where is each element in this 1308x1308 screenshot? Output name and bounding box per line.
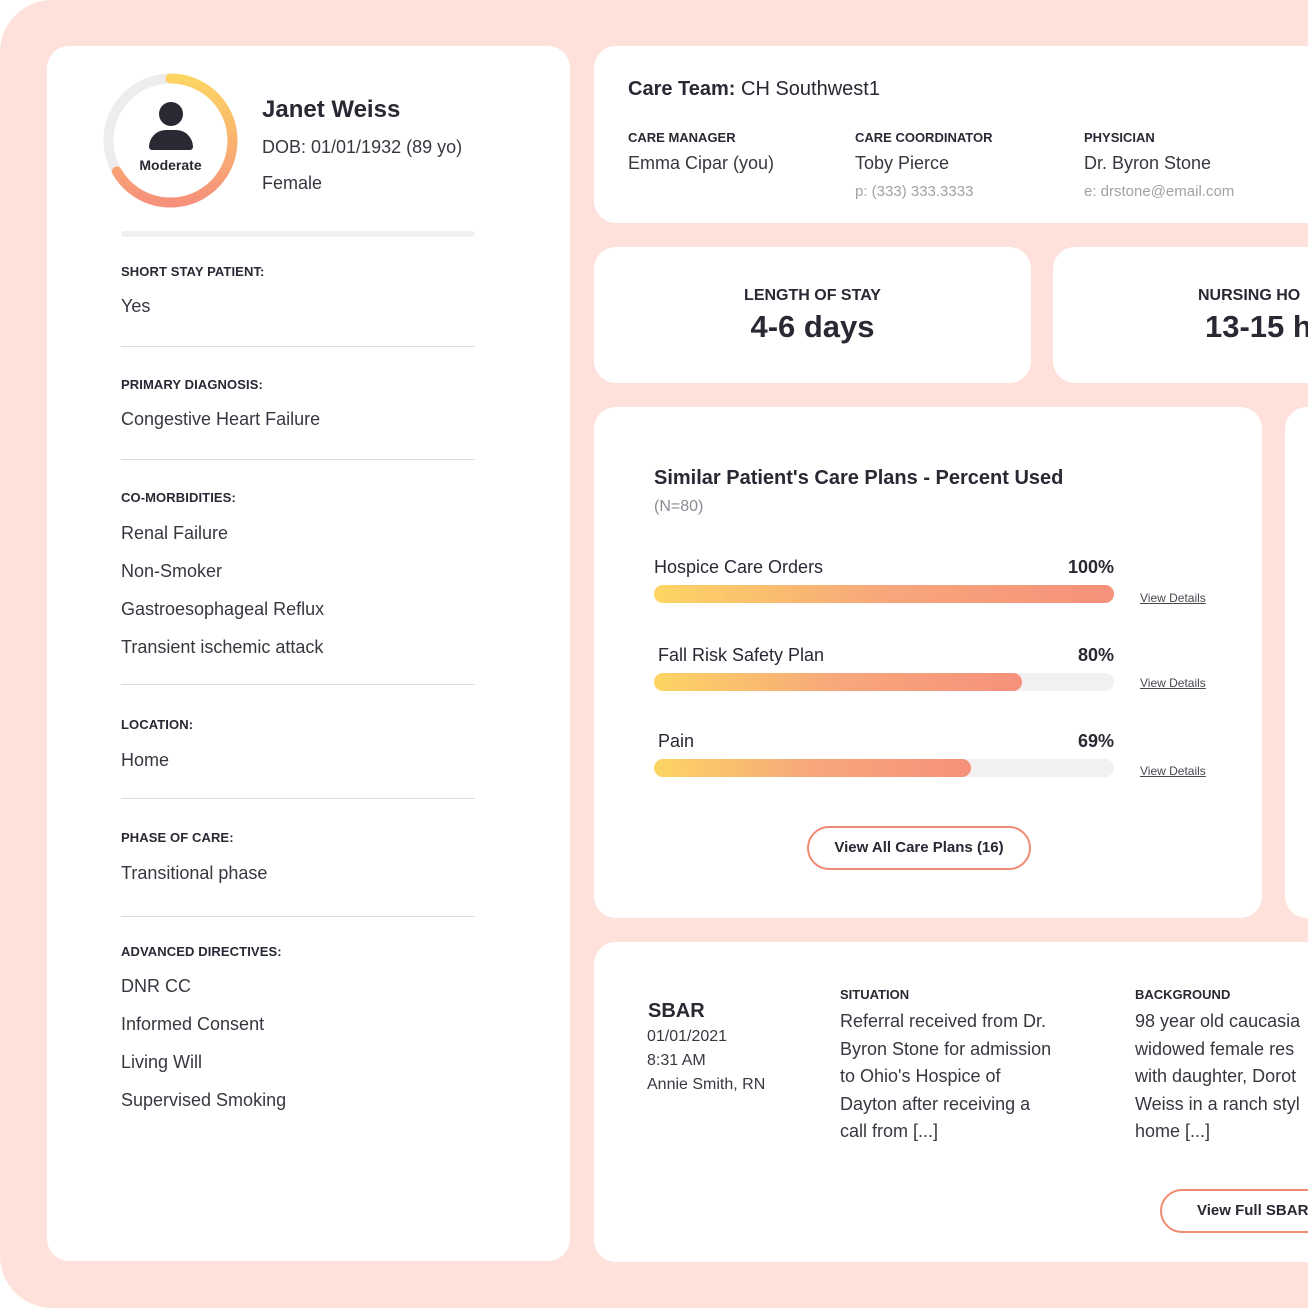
- length-of-stay-label: LENGTH OF STAY: [744, 287, 881, 304]
- person-icon: [159, 102, 183, 126]
- situation-text: Referral received from Dr. Byron Stone f…: [840, 1008, 1051, 1146]
- length-of-stay-value: 4-6 days: [750, 309, 875, 344]
- care-plan-name: Pain: [658, 731, 695, 751]
- role-care-coordinator: CARE COORDINATOR: [855, 130, 993, 145]
- care-team-title: Care Team: CH Southwest1: [628, 78, 880, 101]
- care-team-card: Care Team: CH Southwest1 CARE MANAGER Em…: [594, 46, 1308, 223]
- directive-item: DNR CC: [121, 976, 191, 996]
- section-divider: [121, 684, 475, 685]
- short-stay-title: SHORT STAY PATIENT:: [121, 264, 265, 279]
- sbar-card: SBAR 01/01/2021 8:31 AM Annie Smith, RN …: [594, 942, 1308, 1262]
- person-icon-body: [149, 130, 193, 150]
- patient-dob: DOB: 01/01/1932 (89 yo): [262, 137, 463, 157]
- care-coordinator-name: Toby Pierce: [855, 153, 950, 173]
- nursing-hours-value: 13-15 h: [1205, 309, 1308, 344]
- background-line: 98 year old caucasia: [1135, 1011, 1301, 1031]
- role-care-manager: CARE MANAGER: [628, 130, 736, 145]
- care-coordinator-phone[interactable]: p: (333) 333.3333: [855, 183, 974, 200]
- acuity-label: Moderate: [139, 157, 202, 173]
- location-value: Home: [121, 750, 170, 770]
- nursing-hours-label: NURSING HO: [1198, 287, 1301, 304]
- care-plan-bar-track: [654, 759, 1114, 777]
- care-plans-sample-size: (N=80): [654, 498, 704, 515]
- directive-item: Living Will: [121, 1052, 203, 1072]
- care-plan-name: Hospice Care Orders: [654, 557, 824, 577]
- care-plan-row: Hospice Care Orders 100%: [654, 557, 1114, 617]
- care-plans-card: Similar Patient's Care Plans - Percent U…: [594, 407, 1262, 918]
- directive-item: Informed Consent: [121, 1014, 265, 1034]
- section-divider: [121, 346, 475, 347]
- patient-card: Moderate Janet Weiss DOB: 01/01/1932 (89…: [47, 46, 570, 1261]
- phase-title: PHASE OF CARE:: [121, 830, 234, 845]
- background-line: home [...]: [1135, 1121, 1211, 1141]
- directive-item: Supervised Smoking: [121, 1090, 287, 1110]
- background-line: widowed female res: [1135, 1038, 1295, 1059]
- short-stay-value: Yes: [121, 296, 151, 316]
- physician-name: Dr. Byron Stone: [1084, 153, 1212, 173]
- sbar-title: SBAR: [648, 1000, 705, 1022]
- care-team-name: CH Southwest1: [741, 78, 880, 100]
- care-plan-percent: 80%: [1077, 645, 1114, 665]
- patient-name: Janet Weiss: [262, 96, 401, 123]
- situation-title: SITUATION: [840, 987, 910, 1002]
- situation-line: call from [...]: [840, 1121, 939, 1141]
- sbar-date: 01/01/2021: [647, 1028, 728, 1045]
- care-plan-bar-fill: [654, 585, 1114, 603]
- view-details-link[interactable]: View Details: [1140, 764, 1206, 778]
- comorbidity-item: Non-Smoker: [121, 561, 223, 581]
- section-divider: [121, 798, 475, 799]
- care-plan-percent: 100%: [1067, 557, 1114, 577]
- care-plan-name: Fall Risk Safety Plan: [658, 645, 825, 665]
- care-plan-bar-track: [654, 585, 1114, 603]
- background-title: BACKGROUND: [1135, 987, 1231, 1002]
- length-of-stay-card: LENGTH OF STAY 4-6 days: [594, 247, 1031, 383]
- view-details-link[interactable]: View Details: [1140, 591, 1206, 605]
- care-plan-bar-track: [654, 673, 1114, 691]
- section-divider: [121, 459, 475, 460]
- comorbidity-item: Transient ischemic attack: [121, 637, 324, 657]
- directives-title: ADVANCED DIRECTIVES:: [121, 944, 282, 959]
- acuity-ring: [103, 73, 238, 208]
- care-manager-name: Emma Cipar (you): [628, 153, 775, 173]
- care-plan-row: Fall Risk Safety Plan 80%: [654, 645, 1114, 705]
- care-plan-bar-fill: [654, 673, 1022, 691]
- role-physician: PHYSICIAN: [1084, 130, 1155, 145]
- comorbidity-item: Renal Failure: [121, 523, 229, 543]
- background-line: Weiss in a ranch styl: [1135, 1093, 1300, 1114]
- care-plan-row: Pain 69%: [654, 731, 1114, 791]
- patient-avatar: Moderate: [103, 73, 238, 208]
- phase-value: Transitional phase: [121, 863, 268, 883]
- sbar-author: Annie Smith, RN: [647, 1076, 766, 1093]
- care-team-label: Care Team:: [628, 78, 736, 100]
- situation-line: Referral received from Dr.: [840, 1011, 1047, 1031]
- diagnosis-value: Congestive Heart Failure: [121, 409, 321, 429]
- diagnosis-title: PRIMARY DIAGNOSIS:: [121, 377, 263, 392]
- view-all-care-plans-button[interactable]: View All Care Plans (16): [807, 826, 1031, 870]
- patient-gender: Female: [262, 173, 323, 193]
- section-divider: [121, 916, 475, 917]
- offscreen-card: [1285, 407, 1308, 918]
- care-plan-bar-fill: [654, 759, 972, 777]
- background-line: with daughter, Dorot: [1135, 1066, 1297, 1086]
- situation-line: Byron Stone for admission: [840, 1038, 1052, 1059]
- view-details-link[interactable]: View Details: [1140, 676, 1206, 690]
- comorbidities-title: CO-MORBIDITIES:: [121, 490, 236, 505]
- nursing-hours-card: NURSING HO 13-15 h: [1053, 247, 1308, 383]
- header-divider: [121, 231, 475, 237]
- sbar-time: 8:31 AM: [647, 1052, 706, 1069]
- comorbidity-item: Gastroesophageal Reflux: [121, 599, 325, 619]
- view-full-sbar-button[interactable]: View Full SBAR: [1160, 1189, 1308, 1233]
- location-title: LOCATION:: [121, 717, 194, 732]
- physician-email[interactable]: e: drstone@email.com: [1084, 183, 1235, 200]
- care-plan-percent: 69%: [1077, 731, 1114, 751]
- care-plans-title: Similar Patient's Care Plans - Percent U…: [654, 467, 1064, 489]
- situation-line: to Ohio's Hospice of: [840, 1066, 1001, 1086]
- situation-line: Dayton after receiving a: [840, 1093, 1031, 1114]
- background-text: 98 year old caucasia widowed female res …: [1135, 1008, 1300, 1146]
